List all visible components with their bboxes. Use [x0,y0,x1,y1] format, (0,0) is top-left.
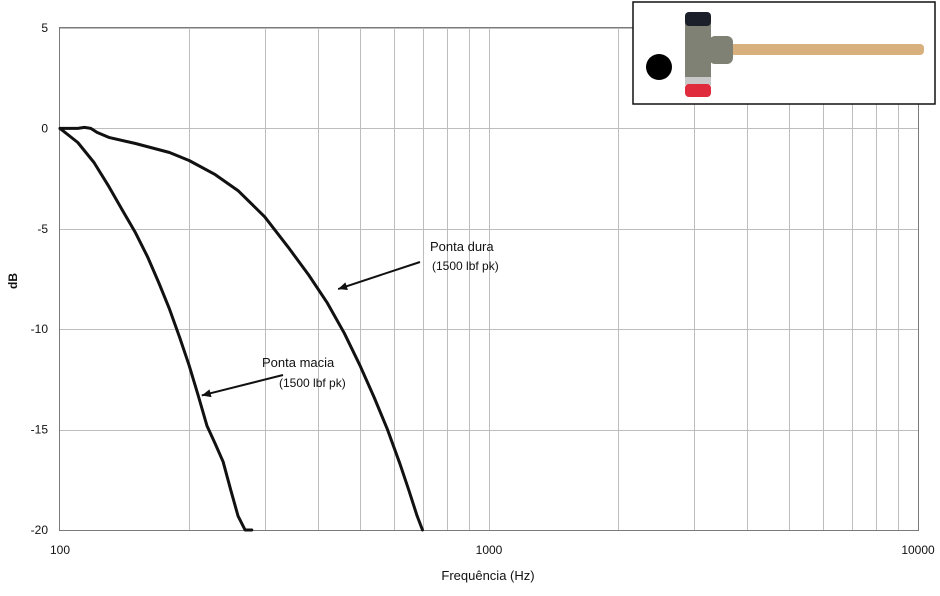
y-tick-label: -15 [31,423,49,437]
soft-tip [685,84,711,97]
tip-ring [685,77,711,85]
annotation-arrow [201,374,284,397]
series-lines [58,125,424,532]
annotation-ponta-macia-subtitle: (1500 lbf pk) [279,376,346,390]
hammer-handle [730,44,924,55]
series-ponta-dura [58,125,424,532]
annotation-arrow [337,261,421,290]
x-axis-title: Frequência (Hz) [441,568,534,583]
y-tick-label: 5 [41,21,48,35]
x-tick-label: 10000 [901,543,935,557]
plot-frame [59,27,919,531]
x-tick-label: 100 [50,543,70,557]
y-tick-label: -10 [31,322,49,336]
y-axis-title: dB [6,273,20,289]
hammer-inset [632,1,936,105]
hard-tip [685,12,711,26]
annotations: Ponta dura (1500 lbf pk) Ponta macia (1500 … [201,239,499,398]
hammer-icon [646,12,924,97]
x-tick-labels: 100 1000 10000 [50,543,935,557]
series-ponta-macia [58,126,254,532]
hammer-head [685,20,711,80]
x-tick-label: 1000 [476,543,503,557]
tip-sample-dot [646,54,672,80]
annotation-ponta-macia: Ponta macia [262,355,335,370]
arrowhead [201,389,212,398]
y-tick-labels: 5 0 -5 -10 -15 -20 [31,21,49,537]
y-tick-label: 0 [41,121,48,135]
y-tick-label: -20 [31,523,49,537]
annotation-ponta-dura: Ponta dura [430,239,494,254]
annotation-ponta-dura-subtitle: (1500 lbf pk) [432,259,499,273]
hammer-collar [709,36,733,64]
y-tick-label: -5 [37,222,48,236]
arrowhead [338,282,348,290]
